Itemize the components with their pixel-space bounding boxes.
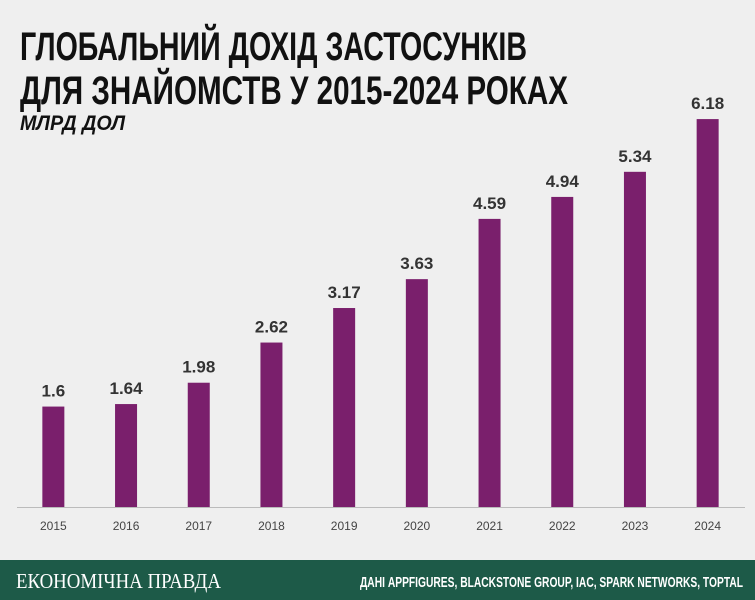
bar: [115, 404, 138, 507]
value-label: 5.34: [618, 147, 652, 166]
bar: [333, 308, 356, 507]
brand: ЕКОНОМІЧНА ПРАВДА: [16, 569, 222, 593]
x-tick-label: 2021: [476, 519, 503, 533]
x-tick-label: 2020: [403, 519, 430, 533]
value-label: 6.18: [691, 94, 724, 113]
chart-title: ГЛОБАЛЬНИЙ ДОХІД ЗАСТОСУНКІВ: [20, 23, 527, 69]
bar: [187, 382, 210, 507]
x-tick-label: 2024: [694, 519, 721, 533]
value-label: 1.6: [42, 382, 66, 401]
bar: [478, 218, 501, 508]
x-tick-label: 2017: [185, 519, 212, 533]
bar: [42, 406, 65, 507]
source: ДАНІ APPFIGURES, BLACKSTONE GROUP, IAC, …: [360, 574, 743, 591]
x-tick-label: 2022: [549, 519, 576, 533]
chart-title: ДЛЯ ЗНАЙОМСТВ У 2015-2024 РОКАХ: [20, 67, 568, 113]
chart-subtitle: МЛРД ДОЛ: [20, 112, 126, 135]
x-tick-label: 2018: [258, 519, 285, 533]
bar: [551, 196, 574, 508]
x-tick-label: 2023: [622, 519, 649, 533]
bar: [623, 171, 646, 507]
x-tick-label: 2019: [331, 519, 358, 533]
value-label: 4.94: [546, 172, 580, 191]
x-tick-label: 2016: [113, 519, 140, 533]
value-label: 4.59: [473, 194, 506, 213]
bar: [260, 342, 283, 507]
value-label: 1.64: [110, 379, 144, 398]
value-label: 2.62: [255, 318, 288, 337]
value-label: 3.63: [400, 254, 433, 273]
bar: [405, 279, 428, 507]
footer: [0, 560, 755, 600]
value-label: 3.17: [328, 283, 361, 302]
bar: [696, 119, 719, 507]
x-tick-label: 2015: [40, 519, 67, 533]
value-label: 1.98: [182, 358, 215, 377]
